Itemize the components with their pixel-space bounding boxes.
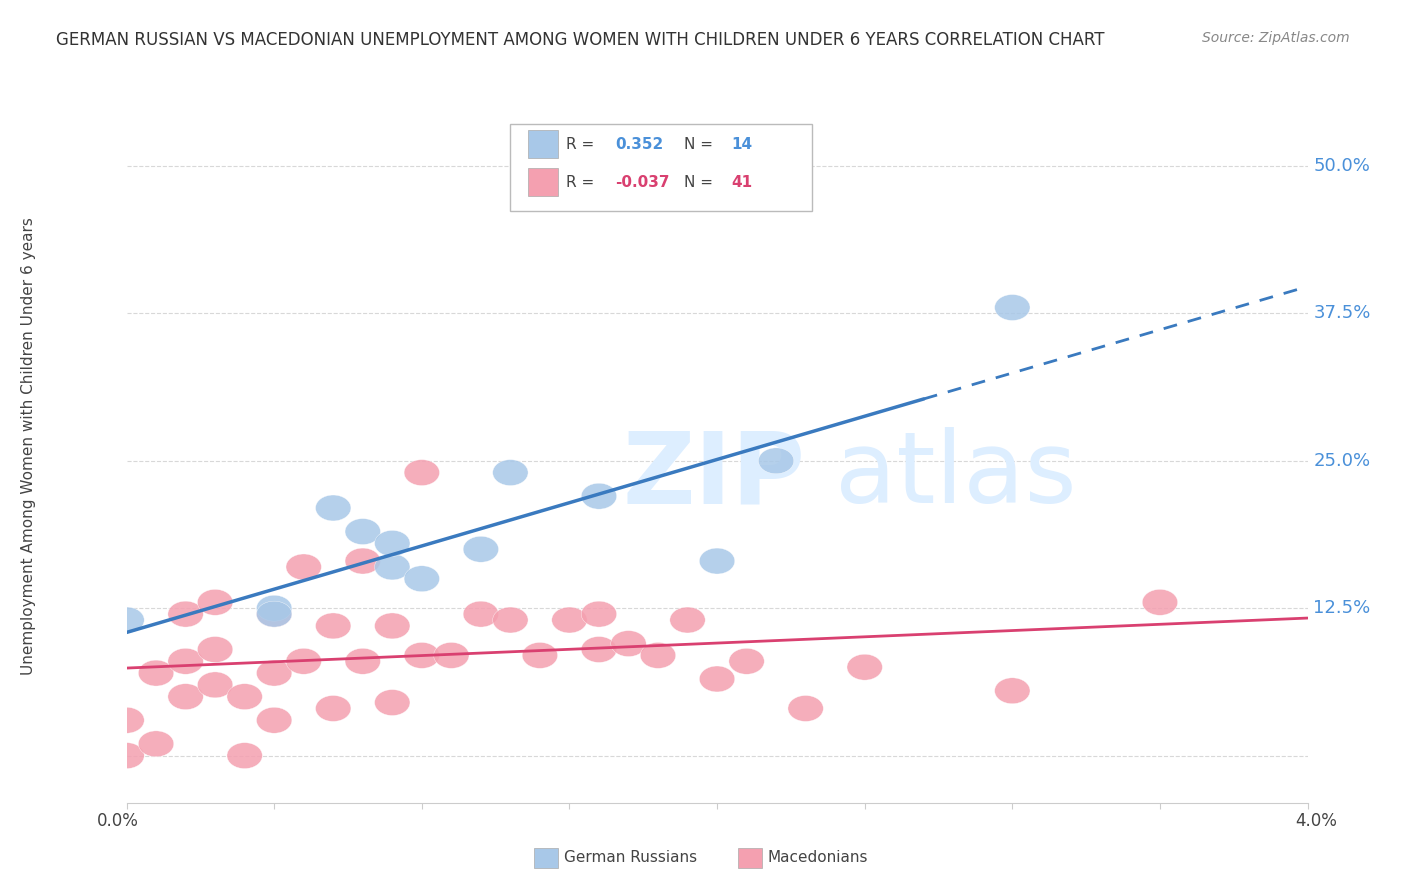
Ellipse shape bbox=[404, 459, 440, 485]
Ellipse shape bbox=[256, 601, 292, 627]
Ellipse shape bbox=[197, 672, 233, 698]
Ellipse shape bbox=[256, 595, 292, 621]
Ellipse shape bbox=[374, 690, 411, 715]
Ellipse shape bbox=[315, 613, 352, 639]
Ellipse shape bbox=[256, 707, 292, 733]
Ellipse shape bbox=[787, 696, 824, 722]
Ellipse shape bbox=[256, 601, 292, 627]
Ellipse shape bbox=[108, 607, 145, 633]
Text: Source: ZipAtlas.com: Source: ZipAtlas.com bbox=[1202, 31, 1350, 45]
Ellipse shape bbox=[581, 483, 617, 509]
Text: R =: R = bbox=[565, 175, 599, 189]
Text: 50.0%: 50.0% bbox=[1313, 157, 1371, 175]
Ellipse shape bbox=[492, 607, 529, 633]
Ellipse shape bbox=[344, 648, 381, 674]
Ellipse shape bbox=[197, 590, 233, 615]
Ellipse shape bbox=[404, 642, 440, 668]
Text: 12.5%: 12.5% bbox=[1313, 599, 1371, 617]
Text: atlas: atlas bbox=[835, 427, 1077, 524]
Text: 4.0%: 4.0% bbox=[1295, 813, 1337, 830]
Ellipse shape bbox=[463, 536, 499, 562]
Ellipse shape bbox=[728, 648, 765, 674]
Text: 0.352: 0.352 bbox=[616, 136, 664, 152]
Ellipse shape bbox=[315, 696, 352, 722]
FancyBboxPatch shape bbox=[738, 848, 762, 868]
Ellipse shape bbox=[344, 548, 381, 574]
Text: 41: 41 bbox=[731, 175, 752, 189]
Ellipse shape bbox=[138, 731, 174, 756]
Ellipse shape bbox=[758, 448, 794, 474]
Ellipse shape bbox=[374, 554, 411, 580]
Text: 25.0%: 25.0% bbox=[1313, 452, 1371, 470]
Ellipse shape bbox=[846, 654, 883, 681]
Ellipse shape bbox=[344, 518, 381, 544]
Ellipse shape bbox=[256, 660, 292, 686]
Ellipse shape bbox=[285, 554, 322, 580]
Text: R =: R = bbox=[565, 136, 599, 152]
Text: N =: N = bbox=[683, 136, 718, 152]
Ellipse shape bbox=[699, 548, 735, 574]
Ellipse shape bbox=[1142, 590, 1178, 615]
Ellipse shape bbox=[404, 566, 440, 591]
Text: -0.037: -0.037 bbox=[616, 175, 671, 189]
Text: 14: 14 bbox=[731, 136, 752, 152]
Ellipse shape bbox=[167, 683, 204, 710]
Ellipse shape bbox=[197, 637, 233, 663]
Ellipse shape bbox=[285, 648, 322, 674]
Ellipse shape bbox=[226, 743, 263, 769]
FancyBboxPatch shape bbox=[534, 848, 558, 868]
Text: Unemployment Among Women with Children Under 6 years: Unemployment Among Women with Children U… bbox=[21, 217, 35, 675]
Ellipse shape bbox=[581, 601, 617, 627]
FancyBboxPatch shape bbox=[529, 130, 558, 158]
Ellipse shape bbox=[108, 707, 145, 733]
Ellipse shape bbox=[226, 683, 263, 710]
Ellipse shape bbox=[640, 642, 676, 668]
Ellipse shape bbox=[581, 637, 617, 663]
Ellipse shape bbox=[610, 631, 647, 657]
Ellipse shape bbox=[669, 607, 706, 633]
Ellipse shape bbox=[433, 642, 470, 668]
Ellipse shape bbox=[315, 495, 352, 521]
Text: 37.5%: 37.5% bbox=[1313, 304, 1371, 322]
Ellipse shape bbox=[374, 613, 411, 639]
FancyBboxPatch shape bbox=[510, 124, 811, 211]
Text: 0.0%: 0.0% bbox=[97, 813, 139, 830]
Ellipse shape bbox=[994, 294, 1031, 320]
Ellipse shape bbox=[994, 678, 1031, 704]
Ellipse shape bbox=[492, 459, 529, 485]
FancyBboxPatch shape bbox=[529, 168, 558, 196]
Ellipse shape bbox=[522, 642, 558, 668]
Text: GERMAN RUSSIAN VS MACEDONIAN UNEMPLOYMENT AMONG WOMEN WITH CHILDREN UNDER 6 YEAR: GERMAN RUSSIAN VS MACEDONIAN UNEMPLOYMEN… bbox=[56, 31, 1105, 49]
Ellipse shape bbox=[463, 601, 499, 627]
Text: N =: N = bbox=[683, 175, 718, 189]
Text: German Russians: German Russians bbox=[564, 850, 696, 865]
Text: Macedonians: Macedonians bbox=[768, 850, 869, 865]
Ellipse shape bbox=[138, 660, 174, 686]
Ellipse shape bbox=[374, 531, 411, 557]
Ellipse shape bbox=[108, 743, 145, 769]
Ellipse shape bbox=[167, 648, 204, 674]
Text: ZIP: ZIP bbox=[623, 427, 806, 524]
Ellipse shape bbox=[699, 666, 735, 692]
Ellipse shape bbox=[551, 607, 588, 633]
Ellipse shape bbox=[167, 601, 204, 627]
